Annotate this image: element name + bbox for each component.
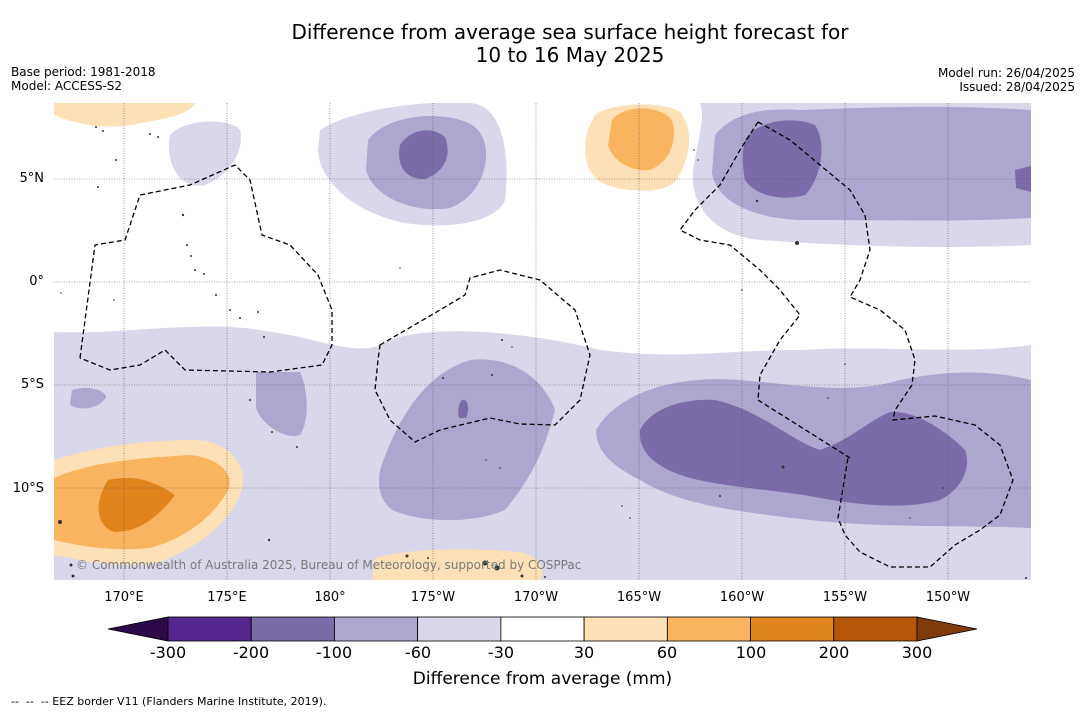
colorbar-tick: 30 xyxy=(573,643,595,662)
eez-footnote: -- -- -- EEZ border V11 (Flanders Marine… xyxy=(11,695,327,708)
lon-label: 170°W xyxy=(513,590,559,605)
colorbar-tick: -100 xyxy=(315,643,353,662)
lat-label: 5°N xyxy=(19,171,45,186)
islands xyxy=(58,126,1027,579)
info-left: Base period: 1981-2018 Model: ACCESS-S2 xyxy=(11,65,156,93)
lon-label: 175°W xyxy=(410,590,456,605)
colorbar-segment xyxy=(500,616,585,642)
info-right: Model run: 26/04/2025 Issued: 28/04/2025 xyxy=(938,66,1075,94)
model-run-text: Model run: 26/04/2025 xyxy=(937,66,1075,80)
lat-label: 0° xyxy=(29,274,44,289)
lat-label: 10°S xyxy=(12,481,44,496)
model-text: Model: ACCESS-S2 xyxy=(11,79,123,93)
colorbar-segment xyxy=(833,616,918,642)
colorbar-segment xyxy=(583,616,668,642)
band-minus-100 xyxy=(399,120,1031,506)
base-period-text: Base period: 1981-2018 xyxy=(11,65,156,79)
colorbar-tick: -30 xyxy=(487,643,515,662)
colorbar-label: Difference from average (mm) xyxy=(412,669,673,689)
colorbar-tick: 60 xyxy=(656,643,678,662)
lat-label: 5°S xyxy=(20,377,44,392)
title-line-2: 10 to 16 May 2025 xyxy=(475,43,665,67)
colorbar xyxy=(107,616,978,642)
lon-label: 150°W xyxy=(925,590,971,605)
lon-label: 175°E xyxy=(207,590,247,605)
colorbar-tick: 200 xyxy=(818,643,850,662)
title-line-1: Difference from average sea surface heig… xyxy=(291,20,849,44)
lon-label: 170°E xyxy=(104,590,144,605)
colorbar-tick: -60 xyxy=(404,643,432,662)
copyright-text: © Commonwealth of Australia 2025, Bureau… xyxy=(76,558,582,572)
positive-anomalies xyxy=(54,103,690,580)
lon-label: 160°W xyxy=(719,590,765,605)
colorbar-segment xyxy=(250,616,335,642)
colorbar-tick: -200 xyxy=(232,643,270,662)
colorbar-arrow-low xyxy=(107,616,169,642)
lon-label: 165°W xyxy=(616,590,662,605)
colorbar-tick: -300 xyxy=(149,643,187,662)
lon-label: 155°W xyxy=(822,590,868,605)
colorbar-segment xyxy=(167,616,252,642)
issued-text: Issued: 28/04/2025 xyxy=(959,80,1075,94)
lon-label: 180° xyxy=(314,590,346,605)
colorbar-segment xyxy=(417,616,502,642)
eez-borders xyxy=(79,121,1014,568)
graticule xyxy=(54,103,1031,580)
colorbar-tick: 300 xyxy=(901,643,933,662)
colorbar-tick: 100 xyxy=(735,643,767,662)
colorbar-arrow-high xyxy=(916,616,978,642)
colorbar-segment xyxy=(666,616,751,642)
colorbar-segment xyxy=(334,616,419,642)
map-title: Difference from average sea surface heig… xyxy=(0,21,1085,67)
colorbar-segment xyxy=(750,616,835,642)
sea-level-field xyxy=(54,103,1031,580)
